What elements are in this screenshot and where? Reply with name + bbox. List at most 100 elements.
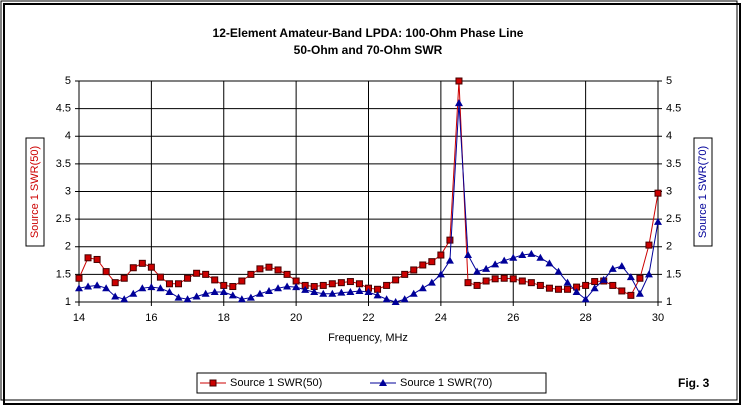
marker — [491, 260, 500, 268]
marker — [473, 281, 481, 289]
marker — [644, 270, 653, 278]
legend-marker — [209, 379, 217, 387]
marker — [210, 288, 219, 296]
marker — [617, 262, 626, 270]
frame-shadow — [3, 3, 741, 405]
marker — [436, 270, 445, 278]
x-tick-label: 28 — [580, 312, 592, 324]
marker — [635, 289, 644, 297]
marker — [428, 258, 436, 266]
marker — [527, 279, 535, 287]
marker — [255, 289, 264, 297]
marker — [201, 289, 210, 297]
y-tick-label: 1.5 — [56, 268, 71, 280]
marker — [446, 236, 454, 244]
marker — [645, 241, 653, 249]
marker — [138, 284, 147, 292]
marker — [192, 292, 201, 300]
marker — [427, 278, 436, 286]
marker — [283, 282, 292, 290]
marker — [292, 283, 301, 291]
marker — [518, 277, 526, 285]
marker — [591, 278, 599, 286]
marker — [165, 288, 174, 296]
marker — [264, 286, 273, 294]
marker — [184, 274, 192, 282]
marker — [229, 283, 237, 291]
marker — [491, 275, 499, 283]
marker — [102, 284, 111, 292]
y-tick-label: 3 — [65, 185, 71, 197]
marker — [564, 285, 572, 293]
marker — [283, 270, 291, 278]
y-tick-label: 3.5 — [56, 158, 71, 170]
marker — [455, 77, 463, 85]
marker — [238, 277, 246, 285]
marker — [337, 279, 345, 287]
y2-tick-label: 4.5 — [666, 103, 681, 115]
marker — [626, 273, 635, 281]
marker — [409, 289, 418, 297]
y2-tick-label: 1.5 — [666, 268, 681, 280]
marker — [445, 256, 454, 264]
y2-axis-label-box — [693, 137, 713, 247]
marker — [464, 279, 472, 287]
x-tick-label: 24 — [435, 312, 447, 324]
x-tick-label: 14 — [73, 312, 85, 324]
x-tick-label: 18 — [218, 312, 230, 324]
marker — [355, 280, 363, 288]
marker — [636, 274, 644, 282]
marker — [129, 289, 138, 297]
marker — [220, 281, 228, 289]
marker — [301, 285, 310, 293]
marker — [545, 259, 554, 267]
marker — [618, 287, 626, 295]
marker — [319, 289, 328, 297]
marker — [554, 267, 563, 275]
marker — [274, 284, 283, 292]
y-tick-label: 4.5 — [56, 103, 71, 115]
marker — [93, 255, 101, 263]
marker — [247, 270, 255, 278]
marker — [654, 217, 662, 225]
marker — [391, 298, 400, 305]
marker — [563, 278, 572, 286]
marker — [518, 251, 527, 259]
legend-label: Source 1 SWR(50) — [230, 377, 322, 389]
marker — [129, 264, 137, 272]
marker — [346, 288, 355, 296]
marker — [419, 261, 427, 269]
marker — [500, 274, 508, 282]
chart-subtitle: 50-Ohm and 70-Ohm SWR — [294, 43, 443, 57]
marker — [473, 267, 482, 275]
y2-tick-label: 2 — [666, 241, 672, 253]
marker — [237, 295, 246, 303]
y2-tick-label: 3 — [666, 185, 672, 197]
marker — [383, 281, 391, 289]
marker — [246, 293, 255, 301]
marker — [202, 270, 210, 278]
marker — [355, 286, 364, 294]
y2-axis-label: Source 1 SWR(70) — [697, 146, 709, 238]
y-axis-label: Source 1 SWR(50) — [29, 146, 41, 238]
marker — [75, 284, 83, 292]
marker — [581, 295, 590, 303]
marker — [156, 284, 165, 292]
marker — [572, 288, 581, 296]
marker — [228, 291, 237, 299]
y-tick-label: 5 — [65, 75, 71, 87]
x-tick-label: 30 — [652, 312, 664, 324]
marker — [174, 293, 183, 301]
legend-marker — [379, 379, 387, 386]
y2-tick-label: 2.5 — [666, 213, 681, 225]
marker — [93, 281, 102, 289]
marker — [328, 289, 337, 297]
marker — [256, 265, 264, 273]
marker — [175, 280, 183, 288]
marker — [464, 251, 473, 259]
marker — [401, 270, 409, 278]
marker — [84, 254, 92, 262]
x-tick-label: 16 — [145, 312, 157, 324]
marker — [310, 288, 319, 296]
marker — [608, 264, 617, 272]
